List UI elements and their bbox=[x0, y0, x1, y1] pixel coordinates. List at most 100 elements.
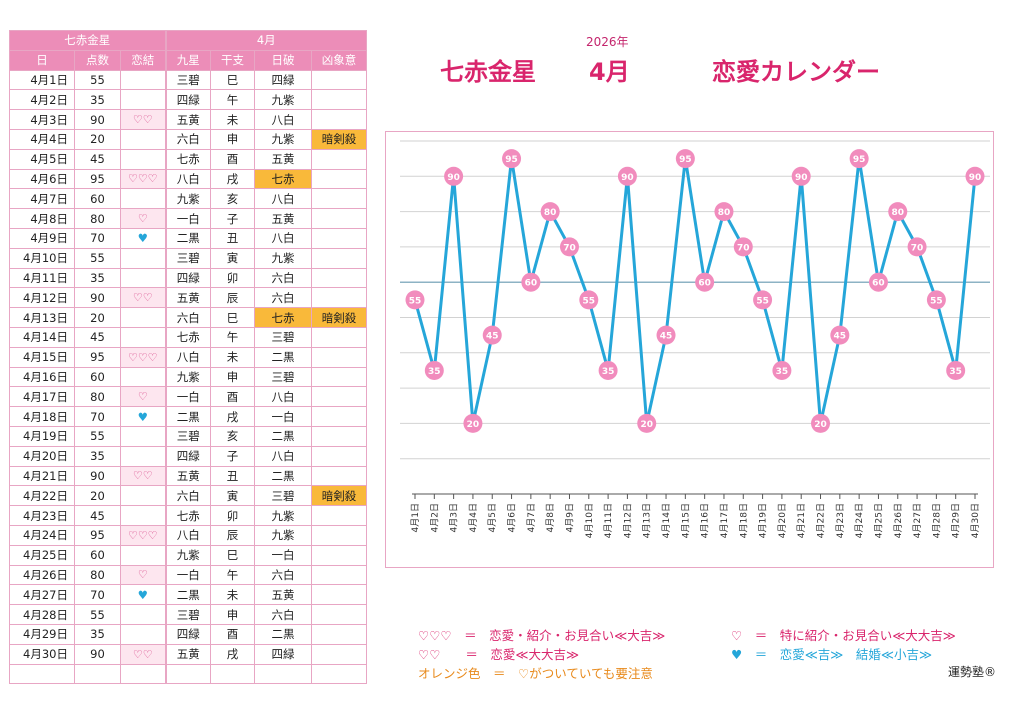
table-row: 4月1日 55 三碧巳四緑 bbox=[9, 69, 368, 91]
cell-nichiha: 九紫 bbox=[254, 505, 313, 526]
x-tick-label: 4月7日 bbox=[526, 503, 537, 532]
cell-empty bbox=[9, 663, 75, 685]
cell-score: 60 bbox=[74, 188, 121, 210]
cell-kyusei: 七赤 bbox=[164, 148, 212, 170]
cell-kyo bbox=[311, 623, 368, 645]
data-label: 55 bbox=[409, 296, 422, 306]
cell-kyusei: 三碧 bbox=[164, 69, 212, 91]
x-tick-label: 4月9日 bbox=[564, 503, 575, 532]
cell-nichiha: 九紫 bbox=[254, 128, 313, 150]
cell-score: 70 bbox=[74, 406, 121, 427]
cell-kyo bbox=[311, 168, 368, 190]
cell-kyo bbox=[311, 326, 368, 348]
x-tick-label: 4月1日 bbox=[410, 503, 421, 532]
col-header-score: 点数 bbox=[74, 49, 121, 71]
cell-score: 80 bbox=[74, 208, 121, 229]
cell-nichiha: 一白 bbox=[254, 544, 313, 566]
cell-nichiha: 二黒 bbox=[254, 346, 313, 368]
table-row: 4月20日 35 四緑子八白 bbox=[9, 445, 368, 467]
cell-kyusei: 一白 bbox=[164, 386, 212, 408]
table-row: 4月30日 90 ♡♡ 五黄戌四緑 bbox=[9, 643, 368, 665]
x-tick-label: 4月24日 bbox=[854, 503, 865, 538]
cell-kyo bbox=[311, 445, 368, 467]
x-tick-label: 4月4日 bbox=[468, 503, 479, 532]
cell-love-mark bbox=[119, 544, 167, 566]
legend-orange-note: オレンジ色 ＝ ♡がついていても要注意 bbox=[418, 666, 653, 681]
cell-love-mark: ♡ bbox=[119, 386, 167, 408]
cell-eto: 午 bbox=[210, 89, 256, 111]
data-point bbox=[946, 360, 966, 380]
cell-love-mark bbox=[119, 485, 167, 507]
data-point bbox=[753, 290, 773, 310]
cell-eto: 戌 bbox=[210, 643, 256, 665]
x-tick-label: 4月26日 bbox=[893, 503, 904, 538]
cell-kyusei: 一白 bbox=[164, 564, 212, 586]
x-tick-label: 4月19日 bbox=[758, 503, 769, 538]
cell-score: 70 bbox=[74, 227, 121, 249]
data-label: 80 bbox=[891, 208, 904, 218]
cell-eto: 寅 bbox=[210, 247, 256, 269]
cell-kyusei: 九紫 bbox=[164, 188, 212, 210]
data-point bbox=[444, 166, 464, 186]
cell-empty bbox=[311, 663, 368, 685]
cell-kyusei: 八白 bbox=[164, 524, 212, 546]
cell-date: 4月2日 bbox=[9, 89, 75, 111]
cell-nichiha: 八白 bbox=[254, 445, 313, 467]
cell-kyo bbox=[311, 346, 368, 368]
data-label: 70 bbox=[737, 243, 750, 253]
x-tick-label: 4月30日 bbox=[970, 503, 981, 538]
x-tick-label: 4月5日 bbox=[487, 503, 498, 532]
cell-kyusei: 四緑 bbox=[164, 445, 212, 467]
cell-kyo bbox=[311, 69, 368, 91]
cell-love-mark bbox=[119, 148, 167, 170]
cell-kyusei: 三碧 bbox=[164, 247, 212, 269]
cell-nichiha: 九紫 bbox=[254, 247, 313, 269]
cell-nichiha: 八白 bbox=[254, 188, 313, 210]
table-row: 4月22日 20 六白寅三碧 暗剣殺 bbox=[9, 485, 368, 507]
cell-eto: 戌 bbox=[210, 406, 256, 427]
cell-score: 45 bbox=[74, 326, 121, 348]
cell-eto: 未 bbox=[210, 109, 256, 130]
x-tick-label: 4月11日 bbox=[603, 503, 614, 538]
data-label: 20 bbox=[467, 420, 480, 430]
data-point bbox=[830, 325, 850, 345]
cell-nichiha: 二黒 bbox=[254, 623, 313, 645]
cell-kyo bbox=[311, 386, 368, 408]
cell-date: 4月22日 bbox=[9, 485, 75, 507]
cell-nichiha: 二黒 bbox=[254, 465, 313, 487]
cell-date: 4月23日 bbox=[9, 505, 75, 526]
cell-eto: 巳 bbox=[210, 544, 256, 566]
year-label: 2026年 bbox=[586, 35, 629, 49]
cell-love-mark: ♡♡ bbox=[119, 109, 167, 130]
cell-date: 4月7日 bbox=[9, 188, 75, 210]
cell-kyusei: 五黄 bbox=[164, 109, 212, 130]
cell-nichiha: 六白 bbox=[254, 287, 313, 309]
cell-eto: 卯 bbox=[210, 505, 256, 526]
table-row: 4月26日 80 ♡ 一白午六白 bbox=[9, 564, 368, 586]
legend-two-hearts: ♡♡ ＝ 恋愛≪大大吉≫ bbox=[418, 647, 580, 662]
data-point bbox=[405, 290, 425, 310]
cell-kyusei: 八白 bbox=[164, 346, 212, 368]
cell-nichiha: 五黄 bbox=[254, 584, 313, 606]
data-label: 80 bbox=[544, 208, 557, 218]
cell-date: 4月10日 bbox=[9, 247, 75, 269]
data-point bbox=[791, 166, 811, 186]
cell-kyusei: 六白 bbox=[164, 128, 212, 150]
cell-love-mark bbox=[119, 69, 167, 91]
cell-eto: 酉 bbox=[210, 148, 256, 170]
cell-empty bbox=[254, 663, 313, 685]
cell-eto: 辰 bbox=[210, 524, 256, 546]
fortune-table: 七赤金星 4月 日 点数 恋結 九星 干支 日破 凶象意 4月1日 55 三碧巳四緑… bbox=[8, 30, 368, 685]
x-tick-label: 4月27日 bbox=[912, 503, 923, 538]
cell-date: 4月13日 bbox=[9, 307, 75, 328]
cell-nichiha: 三碧 bbox=[254, 366, 313, 388]
cell-kyusei: 二黒 bbox=[164, 406, 212, 427]
cell-love-mark: ♥ bbox=[119, 406, 167, 427]
cell-score: 35 bbox=[74, 267, 121, 289]
table-row: 4月4日 20 六白申九紫 暗剣殺 bbox=[9, 128, 368, 150]
cell-kyusei: 五黄 bbox=[164, 287, 212, 309]
table-row: 4月21日 90 ♡♡ 五黄丑二黒 bbox=[9, 465, 368, 487]
data-point bbox=[772, 360, 792, 380]
data-point bbox=[463, 413, 483, 433]
credit-label: 運勢塾® bbox=[948, 665, 997, 679]
